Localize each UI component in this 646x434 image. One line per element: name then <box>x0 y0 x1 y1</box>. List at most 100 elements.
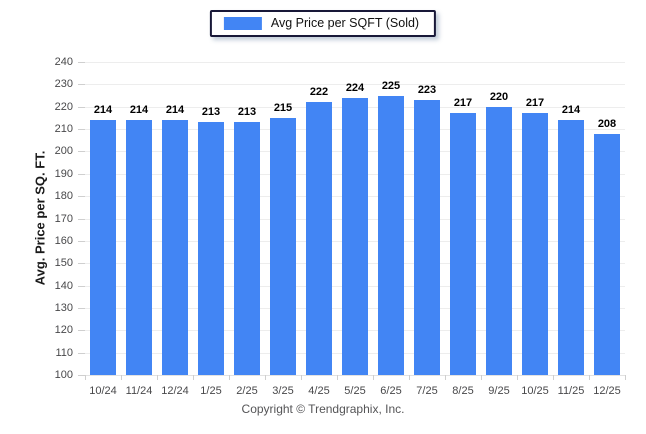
bar-value-label: 217 <box>453 97 473 110</box>
y-axis-tick <box>78 62 85 63</box>
x-axis-tick <box>157 375 158 380</box>
bar-value-label: 208 <box>597 117 617 130</box>
x-axis-label: 9/25 <box>488 385 510 397</box>
x-axis-label: 11/24 <box>125 385 153 397</box>
y-axis-tick <box>78 240 85 242</box>
x-axis-label: 10/24 <box>89 385 117 397</box>
bar-value-label: 222 <box>309 86 329 99</box>
bar <box>378 95 404 375</box>
bar <box>198 122 224 375</box>
y-axis-tick <box>78 196 85 198</box>
y-axis-tick <box>78 330 85 332</box>
y-axis-tick-label: 100 <box>54 369 73 381</box>
x-axis-tick <box>121 375 122 380</box>
bar <box>270 117 296 375</box>
x-axis-tick <box>301 375 302 380</box>
bar <box>342 97 368 375</box>
x-axis-tick <box>337 375 338 380</box>
bar-value-label: 214 <box>561 104 581 117</box>
x-axis-tick <box>481 375 482 380</box>
bar-value-label: 213 <box>201 106 221 119</box>
x-axis-tick <box>517 375 518 380</box>
x-axis-label: 3/25 <box>272 385 294 397</box>
y-axis-tick-label: 110 <box>55 346 73 359</box>
x-axis-tick <box>373 375 374 380</box>
y-axis-tick <box>78 151 85 153</box>
y-axis-tick-label: 180 <box>54 190 73 203</box>
bar <box>90 120 116 375</box>
y-axis-tick-label: 200 <box>54 145 73 158</box>
bar <box>450 113 476 375</box>
x-axis-label: 2/25 <box>236 385 258 397</box>
y-axis-tick-label: 150 <box>54 257 73 270</box>
y-axis-tick <box>78 218 85 220</box>
y-axis-tick <box>78 285 85 287</box>
bar <box>234 122 260 375</box>
x-axis-tick <box>589 375 590 380</box>
x-axis-label: 1/25 <box>200 385 222 397</box>
y-axis-tick-label: 160 <box>54 234 73 247</box>
gridline <box>85 375 625 376</box>
gridline <box>85 62 625 63</box>
x-axis-tick <box>409 375 410 380</box>
bar <box>306 102 332 375</box>
y-axis-tick <box>78 375 85 376</box>
x-axis-tick <box>85 375 86 380</box>
bar-value-label: 214 <box>93 104 113 117</box>
y-axis-tick-label: 170 <box>54 212 73 225</box>
plot-area: 100 110 120 130 140 150 160 170 180 190 200 210 220 2… <box>55 57 626 397</box>
y-axis-tick-label: 240 <box>54 56 73 68</box>
y-axis-tick-label: 210 <box>54 123 73 136</box>
legend[interactable]: Avg Price per SQFT (Sold) <box>209 10 437 37</box>
y-axis-tick-label: 120 <box>54 324 73 337</box>
bar-value-label: 214 <box>129 104 149 117</box>
y-axis-tick-label: 220 <box>54 100 73 113</box>
bar-value-label: 214 <box>165 104 185 117</box>
y-axis-tick <box>78 129 85 131</box>
x-axis-label: 4/25 <box>308 385 330 397</box>
bar <box>558 120 584 375</box>
bar-value-label: 220 <box>489 90 509 103</box>
y-axis-tick <box>78 173 85 175</box>
gridline <box>85 84 625 86</box>
y-axis-tick <box>78 106 85 108</box>
x-axis-tick <box>229 375 230 380</box>
bar <box>414 100 440 375</box>
x-axis-label: 8/25 <box>452 385 474 397</box>
bar-value-label: 215 <box>273 101 293 114</box>
x-axis-label: 6/25 <box>380 385 402 397</box>
bar <box>522 113 548 375</box>
x-axis-tick <box>553 375 554 380</box>
bar <box>594 133 620 375</box>
bar <box>486 106 512 375</box>
copyright-text: Copyright © Trendgraphix, Inc. <box>241 402 405 416</box>
legend-swatch <box>223 17 262 30</box>
legend-label: Avg Price per SQFT (Sold) <box>270 16 420 31</box>
bar-value-label: 213 <box>237 106 257 119</box>
bar-value-label: 223 <box>417 84 437 96</box>
x-axis-tick <box>445 375 446 380</box>
y-axis-tick-label: 230 <box>54 78 73 91</box>
x-axis-tick <box>193 375 194 380</box>
y-axis-tick <box>78 263 85 265</box>
x-axis-label: 7/25 <box>416 385 438 397</box>
x-axis-label: 12/25 <box>593 385 621 397</box>
x-axis-tick <box>625 375 626 380</box>
x-axis-label: 5/25 <box>344 385 366 397</box>
y-axis-tick-label: 190 <box>54 167 73 180</box>
bar-value-label: 224 <box>345 81 365 94</box>
bar-value-label: 217 <box>525 97 545 110</box>
x-axis-label: 12/24 <box>161 385 189 397</box>
bar-value-label: 225 <box>381 79 401 92</box>
y-axis-tick <box>78 352 85 354</box>
bar <box>162 120 188 375</box>
y-axis-tick-label: 140 <box>54 279 73 292</box>
x-axis-label: 11/25 <box>557 385 585 397</box>
x-axis-label: 10/25 <box>521 385 549 397</box>
bar <box>126 120 152 375</box>
y-axis-tick <box>78 84 85 86</box>
y-axis-tick-label: 130 <box>54 301 73 314</box>
x-axis-tick <box>265 375 266 380</box>
y-axis-tick <box>78 307 85 309</box>
